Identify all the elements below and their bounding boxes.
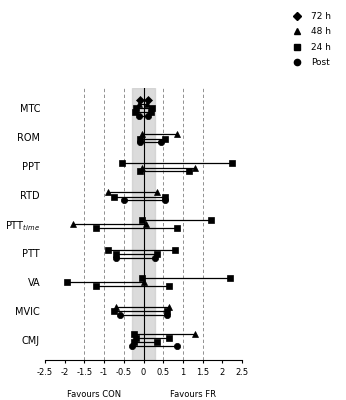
Text: Favours CON: Favours CON (67, 390, 121, 398)
Text: Favours FR: Favours FR (170, 390, 216, 398)
Legend: 72 h, 48 h, 24 h, Post: 72 h, 48 h, 24 h, Post (285, 8, 335, 71)
Bar (132, 88, 155, 360)
